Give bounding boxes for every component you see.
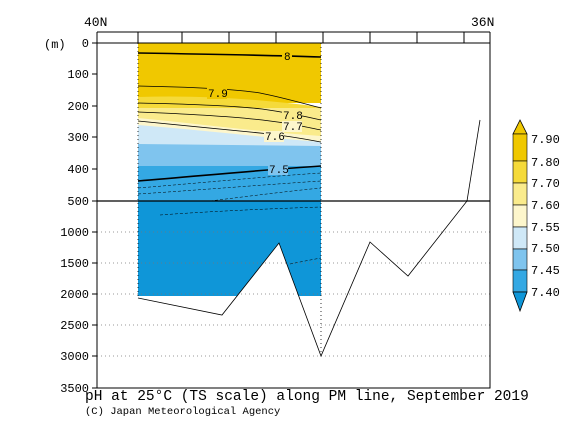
data-field	[138, 43, 321, 296]
contour-deep-a	[159, 206, 321, 216]
bathymetry-line	[137, 119, 481, 358]
top-axis-ticks	[96, 32, 491, 43]
colorbar-swatch	[512, 204, 528, 228]
contour-deep-b	[289, 257, 321, 265]
y-tick-label: 100	[67, 68, 89, 82]
gridlines	[97, 231, 490, 357]
colorbar	[512, 119, 528, 313]
colorbar-label: 7.40	[531, 286, 560, 300]
colorbar-label: 7.70	[531, 177, 560, 191]
contour-7-8	[138, 102, 321, 121]
colorbar-label: 7.80	[531, 156, 560, 170]
y-axis-unit: (m)	[44, 38, 66, 52]
colorbar-labels: 7.90 7.80 7.70 7.60 7.55 7.50 7.45 7.40	[531, 133, 560, 300]
station-lines	[137, 43, 322, 355]
contour-label-7-7: 7.7	[283, 122, 303, 134]
contour-8	[138, 52, 321, 58]
contour-label-8: 8	[284, 52, 291, 64]
contour-7-45-c	[209, 187, 321, 202]
x-label-left: 40N	[84, 15, 107, 30]
y-tick-label: 1000	[60, 226, 89, 240]
y-tick-label: 2500	[60, 319, 89, 333]
credit-line: (C) Japan Meteorological Agency	[85, 406, 281, 418]
contour-7-6	[138, 120, 321, 143]
contour-7-9	[138, 85, 321, 109]
colorbar-swatch	[512, 160, 528, 184]
contour-7-45-a	[138, 172, 321, 189]
chart-title: pH at 25°C (TS scale) along PM line, Sep…	[85, 389, 529, 405]
colorbar-swatch	[512, 248, 528, 271]
y-axis-ticks	[92, 42, 97, 389]
y-tick-label: 500	[67, 195, 89, 209]
colorbar-label: 7.55	[531, 221, 560, 235]
y-tick-label: 400	[67, 163, 89, 177]
x-label-right: 36N	[471, 15, 494, 30]
colorbar-label: 7.60	[531, 199, 560, 213]
plot-frame	[96, 42, 491, 389]
colorbar-swatch	[512, 226, 528, 250]
contour-label-7-5: 7.5	[269, 165, 289, 177]
y-tick-label: 0	[82, 37, 89, 51]
colorbar-label: 7.90	[531, 133, 560, 147]
y-tick-label: 1500	[60, 257, 89, 271]
y-tick-labels: 0 100 200 300 400 500 1000 1500 2000 250…	[60, 37, 89, 396]
contour-label-7-6: 7.6	[265, 132, 285, 144]
seafloor-mask	[237, 243, 299, 296]
contour-7-7	[138, 111, 321, 131]
band-above-7-9	[138, 43, 321, 103]
y-tick-label: 3000	[60, 350, 89, 364]
y-tick-label: 200	[67, 100, 89, 114]
contour-7-45-b	[138, 180, 321, 195]
y-tick-label: 2000	[60, 288, 89, 302]
contour-label-7-9: 7.9	[208, 89, 228, 101]
colorbar-top-arrow	[512, 119, 528, 135]
y-tick-label: 3500	[60, 382, 89, 396]
band-7-55-to-7-6	[138, 125, 321, 148]
contour-label-7-8: 7.8	[283, 111, 303, 123]
contour-7-5	[138, 165, 321, 182]
colorbar-swatch	[512, 182, 528, 206]
colorbar-swatch	[512, 133, 528, 162]
y-tick-label: 300	[67, 131, 89, 145]
contour-labels: 8 7.9 7.8 7.7 7.6 7.5	[207, 50, 303, 177]
colorbar-swatch	[512, 269, 528, 293]
colorbar-label: 7.50	[531, 242, 560, 256]
colorbar-bottom-arrow	[512, 291, 528, 313]
colorbar-label: 7.45	[531, 264, 560, 278]
